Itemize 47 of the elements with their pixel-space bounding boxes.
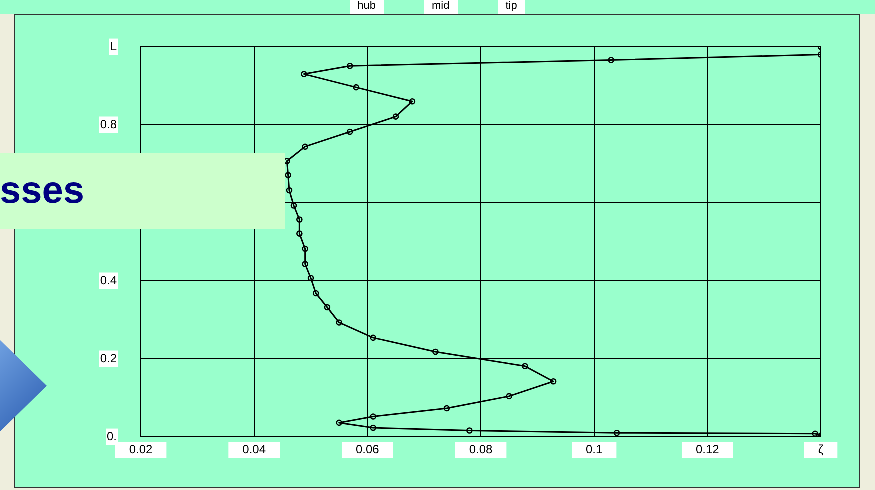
point — [522, 363, 528, 370]
text: mid — [424, 0, 458, 14]
y-tick-label: 0. — [106, 429, 117, 444]
point — [308, 275, 314, 282]
point — [608, 57, 614, 64]
x-tick-label: ζ — [818, 442, 824, 457]
point — [614, 430, 620, 436]
x-tick-label: 0.12 — [696, 442, 720, 457]
point — [550, 378, 557, 385]
point — [336, 320, 342, 326]
point — [336, 420, 342, 426]
x-tick-label: 0.04 — [242, 442, 266, 457]
point — [290, 202, 298, 209]
y-tick-label: 0.8 — [100, 117, 118, 132]
point — [370, 334, 376, 342]
x-tick-label: 0.02 — [129, 442, 153, 457]
y-tick-label: 0.2 — [100, 351, 118, 366]
point — [444, 405, 450, 412]
text: hub — [350, 0, 384, 14]
point — [812, 430, 818, 437]
banner: sses — [0, 153, 285, 229]
point — [392, 114, 400, 120]
point — [324, 304, 331, 311]
point — [285, 172, 292, 178]
point — [286, 187, 293, 194]
x-tick-label: 0.1 — [586, 442, 603, 457]
point — [302, 144, 308, 150]
point — [353, 84, 360, 91]
x-tick-label: 0.08 — [469, 442, 493, 457]
point — [296, 216, 303, 223]
point — [506, 393, 512, 400]
point — [466, 428, 473, 434]
point — [302, 246, 308, 252]
point — [346, 128, 354, 136]
point — [370, 414, 376, 420]
x-tick-label: 0.06 — [356, 442, 380, 457]
text: tip — [498, 0, 526, 14]
y-tick-label: L — [110, 39, 118, 54]
y-tick-label: 0.4 — [100, 273, 118, 288]
point — [312, 290, 320, 297]
point — [296, 230, 303, 237]
point — [432, 348, 439, 356]
point — [346, 62, 354, 70]
point — [302, 261, 308, 268]
point — [370, 424, 376, 432]
point — [301, 71, 308, 78]
point — [409, 98, 416, 105]
